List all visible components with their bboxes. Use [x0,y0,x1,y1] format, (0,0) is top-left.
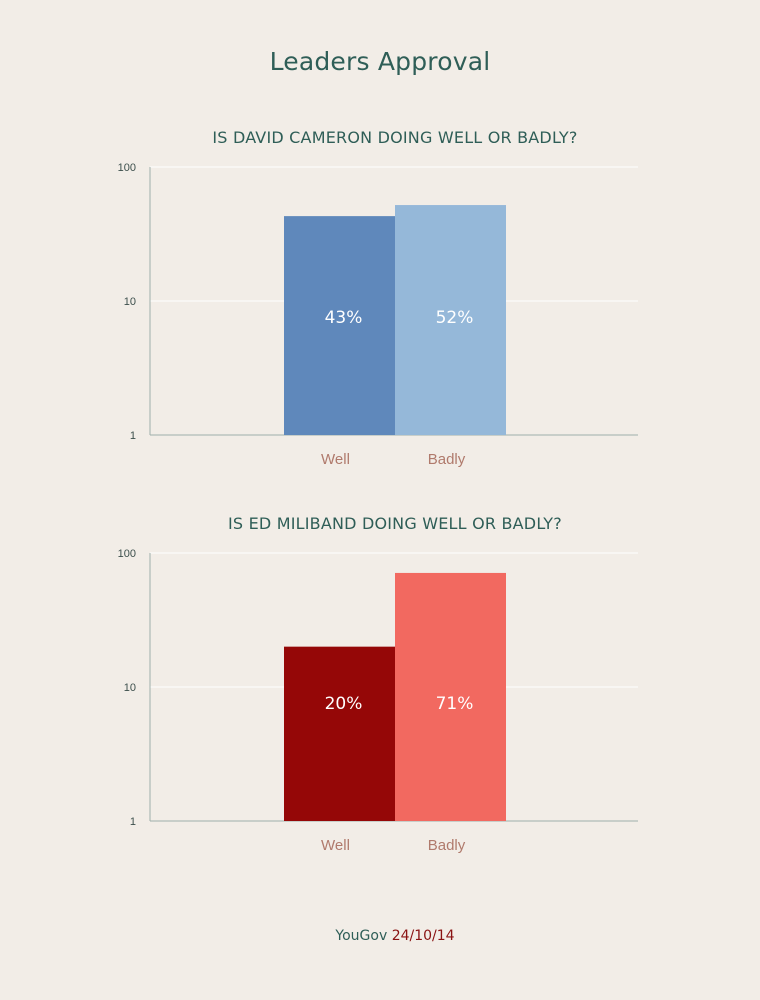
chart-title-miliband: IS ED MILIBAND DOING WELL OR BADLY? [228,514,562,533]
bar-badly [395,205,506,435]
bar-well [284,646,395,821]
data-label: 43% [325,308,363,328]
bar-well [284,216,395,435]
footer-source: YouGov [335,928,388,944]
y-tick-label: 1 [130,816,136,828]
category-label: Badly [428,451,466,468]
category-label: Badly [428,837,466,854]
y-tick-label: 10 [124,296,136,308]
data-label: 71% [436,694,474,714]
y-tick-label: 100 [118,162,136,174]
chart-miliband: 100 10 1 20% Well 71% Badly [118,548,638,854]
y-tick-label: 1 [130,430,136,442]
bar-badly [395,572,506,821]
chart-title-cameron: IS DAVID CAMERON DOING WELL OR BADLY? [212,128,578,147]
footer: YouGov 24/10/14 [0,928,760,944]
y-tick-label: 100 [118,548,136,560]
chart-cameron: 100 10 1 43% Well 52% Badly [118,162,638,468]
data-label: 20% [325,694,363,714]
y-tick-label: 10 [124,682,136,694]
category-label: Well [321,837,350,854]
data-label: 52% [436,308,474,328]
footer-date: 24/10/14 [391,928,455,944]
page-title: Leaders Approval [269,47,491,76]
category-label: Well [321,451,350,468]
